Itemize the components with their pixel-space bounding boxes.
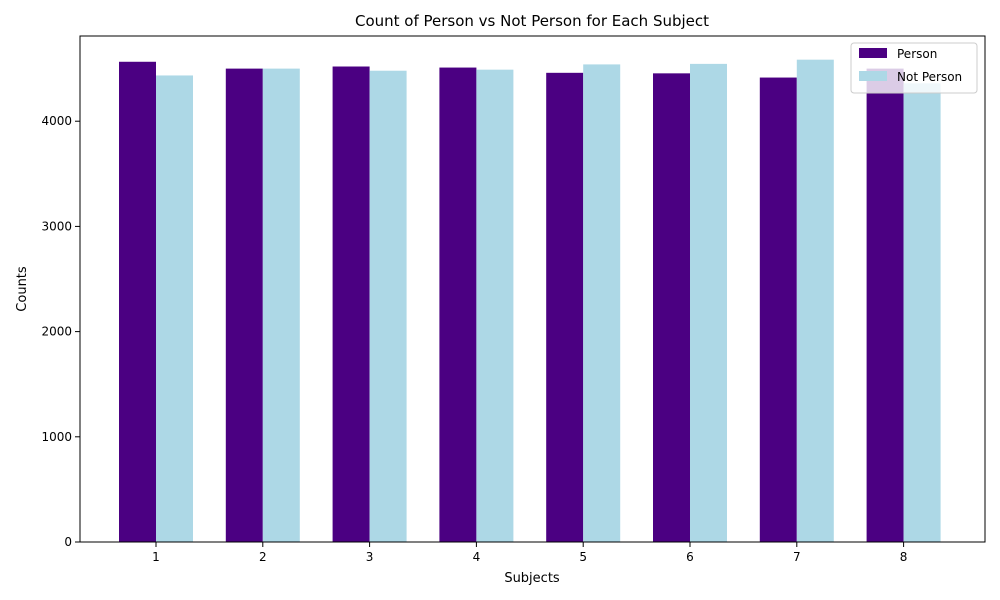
bar-person-3: [332, 66, 370, 543]
bars-layer: [119, 59, 941, 543]
x-tick-label: 2: [259, 550, 267, 564]
x-tick-label: 1: [152, 550, 160, 564]
y-tick-label: 3000: [41, 219, 72, 233]
x-tick-label: 7: [793, 550, 801, 564]
legend-label-not-person: Not Person: [897, 70, 962, 84]
y-axis-title: Counts: [15, 266, 30, 312]
x-tick-label: 5: [579, 550, 587, 564]
y-axis-ticks: 0 1000 2000 3000 4000: [41, 114, 80, 549]
x-tick-label: 6: [686, 550, 694, 564]
chart-title: Count of Person vs Not Person for Each S…: [355, 12, 709, 30]
bar-not-person-6: [690, 63, 727, 542]
x-tick-label: 3: [366, 550, 374, 564]
x-axis-ticks: 1 2 3 4 5 6 7 8: [152, 542, 907, 564]
legend-label-person: Person: [897, 47, 937, 61]
legend-swatch-not-person: [859, 71, 887, 81]
bar-not-person-1: [156, 75, 193, 542]
bar-not-person-4: [476, 69, 514, 542]
bar-person-2: [225, 68, 263, 542]
bar-person-6: [653, 73, 690, 542]
bar-person-8: [866, 68, 904, 542]
bar-person-4: [439, 67, 477, 542]
y-tick-label: 2000: [41, 325, 72, 339]
plot-frame: [79, 35, 986, 543]
legend: Person Not Person: [850, 42, 978, 94]
bar-not-person-2: [262, 68, 300, 542]
y-tick-label: 1000: [41, 430, 72, 444]
bar-person-7: [759, 77, 797, 543]
bar-not-person-5: [583, 64, 621, 543]
bar-person-1: [119, 61, 156, 543]
x-tick-label: 4: [473, 550, 481, 564]
bar-not-person-8: [903, 83, 941, 543]
x-tick-label: 8: [900, 550, 908, 564]
bar-not-person-3: [369, 70, 407, 542]
bar-not-person-7: [796, 59, 834, 543]
legend-swatch-person: [859, 48, 887, 58]
x-axis-title: Subjects: [504, 571, 560, 586]
bar-person-5: [546, 72, 584, 543]
y-tick-label: 4000: [41, 114, 72, 128]
y-tick-label: 0: [64, 535, 72, 549]
